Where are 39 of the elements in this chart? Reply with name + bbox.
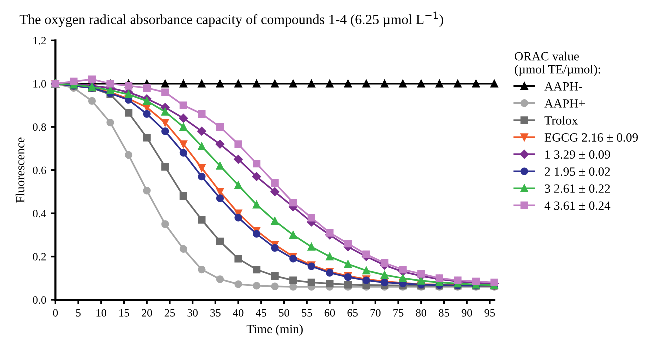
legend-label: EGCG 2.16 ± 0.09	[544, 134, 638, 142]
y-tick-label: 1.2	[34, 37, 46, 45]
legend-label: AAPH-	[544, 82, 582, 91]
x-tick-label: 10	[96, 309, 107, 317]
x-tick-label: 0	[53, 309, 58, 317]
x-tick-label: 70	[370, 309, 381, 317]
x-tick-label: 60	[324, 309, 336, 317]
y-tick-label: 0.2	[33, 253, 46, 261]
x-tick-label: 80	[416, 309, 427, 317]
x-tick-label: 75	[394, 309, 404, 317]
x-tick-label: 45	[256, 309, 267, 317]
chart-title: The oxygen radical absorbance capacity of compounds 1-4 (6.25 µmol L$^{−1}$)	[20, 12, 444, 28]
x-tick-label: 40	[233, 309, 244, 317]
x-tick-label: 5	[76, 309, 81, 317]
x-tick-label: 55	[302, 309, 312, 317]
x-tick-label: 15	[120, 309, 130, 317]
x-tick-label: 25	[164, 309, 176, 317]
x-tick-label: 65	[348, 309, 358, 317]
x-tick-label: 85	[439, 309, 450, 317]
y-axis-title: Fluorescence	[16, 138, 25, 203]
legend-label: Trolox	[544, 116, 578, 125]
x-tick-label: 20	[142, 309, 152, 317]
legend-label: AAPH+	[544, 99, 586, 108]
legend-label: 4 3.61 ± 0.24	[544, 202, 611, 210]
y-tick-label: 0.4	[33, 210, 46, 218]
legend-label: 2 1.95 ± 0.02	[545, 168, 610, 176]
legend-label: 3 2.61 ± 0.22	[545, 184, 610, 194]
legend-label: 1 3.29 ± 0.09	[546, 150, 610, 160]
x-tick-label: 35	[210, 309, 221, 317]
y-tick-label: 0.6	[33, 166, 46, 174]
legend-title: ORAC value (µmol TE/µmol):	[515, 52, 600, 76]
y-tick-label: 0.0	[33, 296, 46, 304]
x-tick-label: 50	[279, 309, 290, 317]
y-tick-label: 1.0	[34, 80, 46, 88]
y-tick-label: 0.8	[33, 124, 46, 132]
x-tick-label: 90	[462, 309, 472, 317]
x-tick-label: 95	[484, 309, 496, 317]
x-axis-title: Time (min)	[246, 324, 303, 336]
x-tick-label: 30	[188, 309, 198, 317]
